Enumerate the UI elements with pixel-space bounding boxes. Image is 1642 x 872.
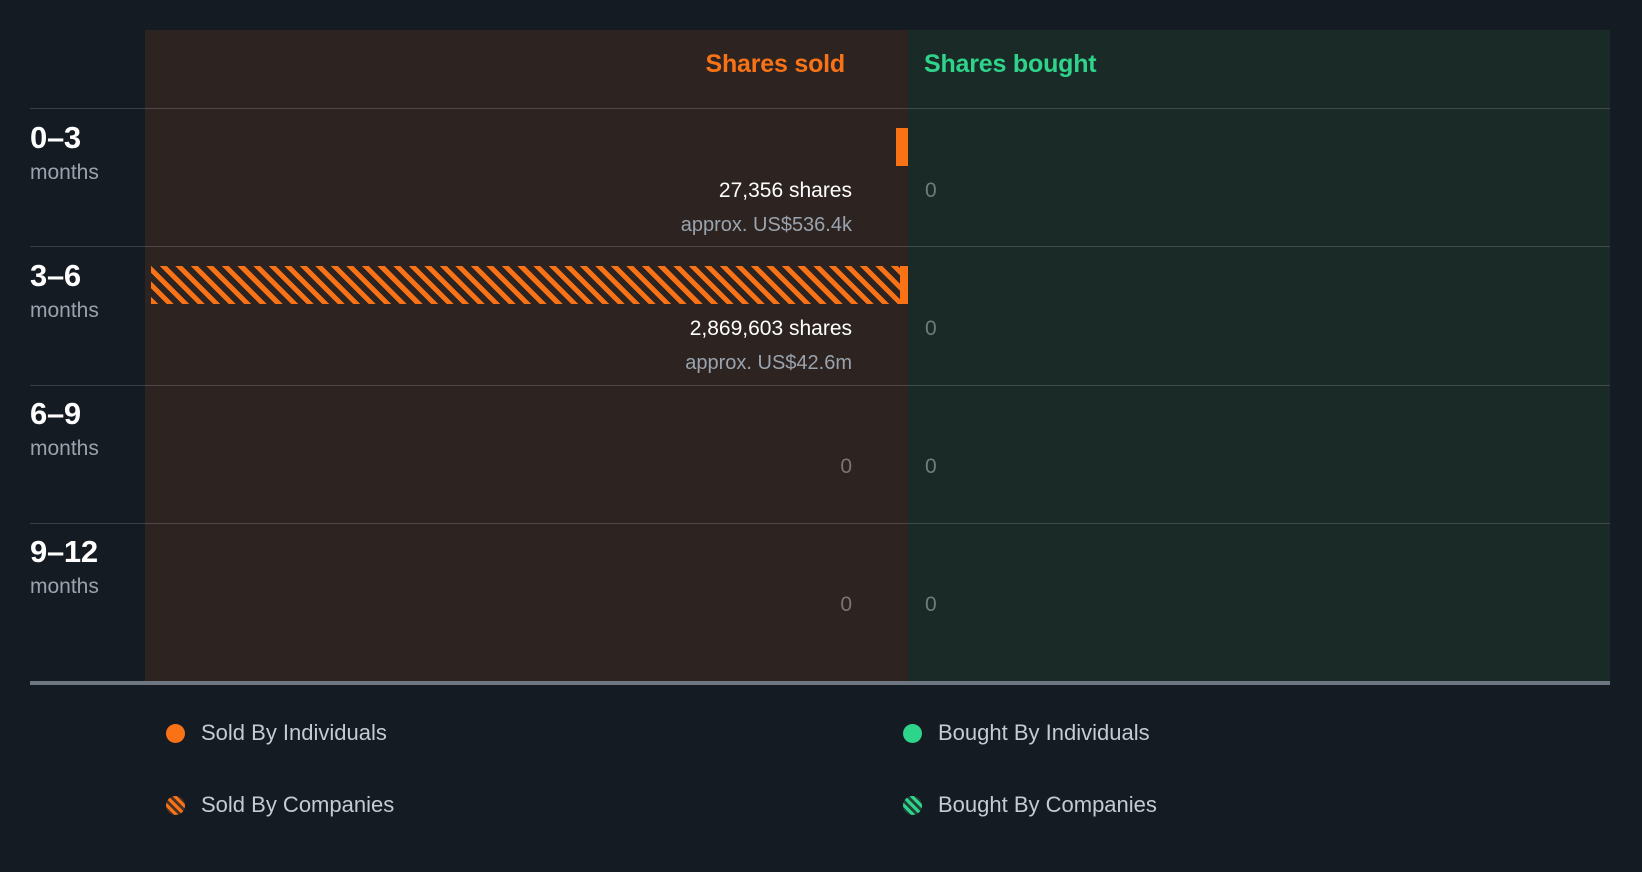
plot-area: Shares sold Shares bought 0–3 months 27,…	[30, 30, 1610, 682]
value-shares-sold: 27,356 shares	[718, 179, 852, 202]
solid-green-dot-icon	[903, 723, 922, 743]
hatched-orange-dot-icon	[166, 795, 185, 815]
legend-label: Sold By Individuals	[201, 720, 387, 745]
legend-item-sold-by-individuals[interactable]: Sold By Individuals	[166, 720, 387, 746]
shares-sold-panel	[145, 30, 908, 682]
row-separator	[30, 246, 1610, 247]
row-label-9-12-months: 9–12 months	[30, 536, 135, 597]
row-range: 6–9	[30, 396, 81, 431]
row-label-6-9-months: 6–9 months	[30, 398, 135, 459]
column-header-shares-sold: Shares sold	[705, 50, 845, 78]
row-unit: months	[30, 575, 99, 598]
row-unit: months	[30, 437, 99, 460]
value-shares-bought: 0	[925, 593, 937, 616]
legend-label: Sold By Companies	[201, 792, 395, 817]
value-shares-bought: 0	[925, 455, 937, 478]
value-approx-usd-sold: approx. US$42.6m	[685, 352, 852, 374]
solid-orange-dot-icon	[166, 723, 185, 743]
hatched-green-dot-icon	[903, 795, 922, 815]
row-label-3-6-months: 3–6 months	[30, 260, 135, 321]
row-separator	[30, 523, 1610, 524]
column-header-shares-bought: Shares bought	[924, 50, 1097, 78]
value-shares-sold: 0	[840, 593, 852, 616]
legend-item-sold-by-companies[interactable]: Sold By Companies	[166, 792, 394, 818]
shares-bought-panel	[908, 30, 1610, 682]
row-label-0-3-months: 0–3 months	[30, 122, 135, 183]
row-unit: months	[30, 161, 99, 184]
value-shares-sold: 2,869,603 shares	[689, 317, 852, 340]
legend-label: Bought By Companies	[938, 792, 1157, 817]
value-shares-bought: 0	[925, 317, 937, 340]
bar-shares-sold	[896, 128, 908, 166]
value-approx-usd-sold: approx. US$536.4k	[680, 214, 852, 236]
value-shares-sold: 0	[840, 455, 852, 478]
row-range: 0–3	[30, 120, 81, 155]
legend-item-bought-by-individuals[interactable]: Bought By Individuals	[903, 720, 1150, 746]
legend-label: Bought By Individuals	[938, 720, 1150, 745]
value-shares-bought: 0	[925, 179, 937, 202]
baseline-axis	[30, 681, 1610, 685]
row-separator	[30, 385, 1610, 386]
row-range: 9–12	[30, 534, 98, 569]
row-range: 3–6	[30, 258, 81, 293]
bar-shares-sold	[151, 266, 908, 304]
chart-legend: Sold By Individuals Sold By Companies Bo…	[0, 700, 1642, 872]
row-unit: months	[30, 299, 99, 322]
row-separator	[30, 108, 1610, 109]
legend-item-bought-by-companies[interactable]: Bought By Companies	[903, 792, 1157, 818]
column-header-band: Shares sold Shares bought	[145, 30, 1610, 108]
